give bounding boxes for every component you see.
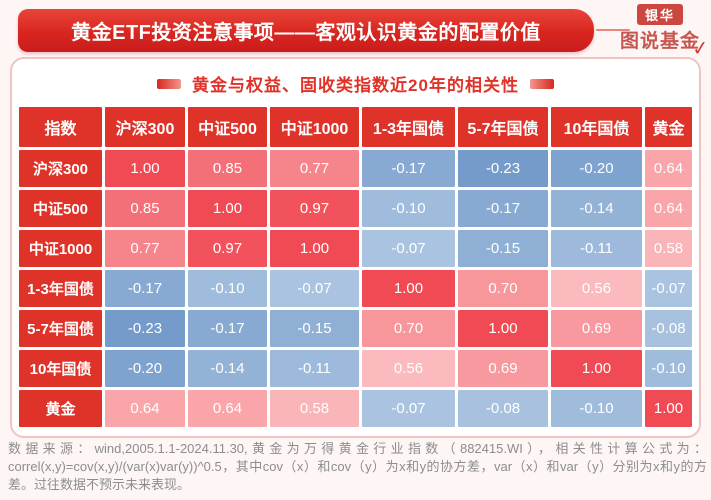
correlation-cell-r6c0: 0.64 [105, 390, 185, 427]
correlation-cell-r4c6: -0.08 [645, 310, 692, 347]
correlation-cell-r5c6: -0.10 [645, 350, 692, 387]
correlation-cell-r1c4: -0.17 [458, 190, 548, 227]
correlation-cell-r1c6: 0.64 [645, 190, 692, 227]
page-title: 黄金ETF投资注意事项——客观认识黄金的配置价值 [71, 22, 541, 44]
correlation-cell-r4c3: 0.70 [362, 310, 455, 347]
column-header-6: 黄金 [645, 107, 692, 147]
correlation-cell-r2c5: -0.11 [551, 230, 642, 267]
row-label-4: 5-7年国债 [19, 310, 102, 347]
header-banner: 黄金ETF投资注意事项——客观认识黄金的配置价值 [18, 9, 594, 52]
correlation-cell-r4c4: 1.00 [458, 310, 548, 347]
correlation-cell-r0c3: -0.17 [362, 150, 455, 187]
column-header-4: 5-7年国债 [458, 107, 548, 147]
row-label-1: 中证500 [19, 190, 102, 227]
correlation-cell-r2c0: 0.77 [105, 230, 185, 267]
correlation-cell-r4c1: -0.17 [188, 310, 267, 347]
subtitle-right-marker-icon [529, 78, 554, 89]
correlation-table: 指数 沪深300 中证500 中证1000 1-3年国债 5-7年国债 10年国债 黄金 沪深3… [19, 107, 692, 427]
correlation-cell-r2c2: 1.00 [270, 230, 359, 267]
brand-logo: 银华 图说基金 ✓ [616, 4, 711, 61]
correlation-cell-r4c5: 0.69 [551, 310, 642, 347]
table-row-0: 沪深300 1.00 0.85 0.77 -0.17 -0.23 -0.20 0.64 [19, 150, 692, 187]
row-label-5: 10年国债 [19, 350, 102, 387]
correlation-cell-r3c5: 0.56 [551, 270, 642, 307]
checkmark-icon: ✓ [691, 37, 711, 61]
correlation-cell-r3c2: -0.07 [270, 270, 359, 307]
brand-logo-series-text: 图说基金 [619, 31, 700, 52]
content-card: 黄金与权益、固收类指数近20年的相关性 指数 沪深300 中证500 中证1000 1-… [10, 57, 701, 438]
table-row-3: 1-3年国债 -0.17 -0.10 -0.07 1.00 0.70 0.56 -0.07 [19, 270, 692, 307]
correlation-cell-r0c2: 0.77 [270, 150, 359, 187]
correlation-cell-r4c2: -0.15 [270, 310, 359, 347]
brand-logo-series: 图说基金 ✓ [616, 26, 711, 61]
correlation-cell-r2c6: 0.58 [645, 230, 692, 267]
column-header-5: 10年国债 [551, 107, 642, 147]
correlation-cell-r2c4: -0.15 [458, 230, 548, 267]
correlation-cell-r6c4: -0.08 [458, 390, 548, 427]
column-header-3: 1-3年国债 [362, 107, 455, 147]
table-row-2: 中证1000 0.77 0.97 1.00 -0.07 -0.15 -0.11 0.58 [19, 230, 692, 267]
row-label-6: 黄金 [19, 390, 102, 427]
brand-logo-name: 银华 [636, 4, 683, 25]
column-header-0: 沪深300 [105, 107, 185, 147]
row-label-0: 沪深300 [19, 150, 102, 187]
row-label-2: 中证1000 [19, 230, 102, 267]
correlation-cell-r1c2: 0.97 [270, 190, 359, 227]
correlation-cell-r5c3: 0.56 [362, 350, 455, 387]
correlation-cell-r3c3: 1.00 [362, 270, 455, 307]
correlation-cell-r1c5: -0.14 [551, 190, 642, 227]
correlation-cell-r6c1: 0.64 [188, 390, 267, 427]
data-source-note: 数据来源：wind,2005.1.1-2024.11.30,黄金为万得黄金行业指… [8, 441, 707, 492]
correlation-cell-r3c0: -0.17 [105, 270, 185, 307]
row-label-3: 1-3年国债 [19, 270, 102, 307]
column-header-2: 中证1000 [270, 107, 359, 147]
correlation-cell-r1c3: -0.10 [362, 190, 455, 227]
corner-header-cell: 指数 [19, 107, 102, 147]
table-row-4: 5-7年国债 -0.23 -0.17 -0.15 0.70 1.00 0.69 -0.08 [19, 310, 692, 347]
correlation-cell-r3c4: 0.70 [458, 270, 548, 307]
correlation-cell-r6c2: 0.58 [270, 390, 359, 427]
correlation-cell-r0c1: 0.85 [188, 150, 267, 187]
correlation-cell-r1c0: 0.85 [105, 190, 185, 227]
correlation-cell-r0c5: -0.20 [551, 150, 642, 187]
table-row-6: 黄金 0.64 0.64 0.58 -0.07 -0.08 -0.10 1.00 [19, 390, 692, 427]
correlation-cell-r3c1: -0.10 [188, 270, 267, 307]
correlation-cell-r5c1: -0.14 [188, 350, 267, 387]
column-header-1: 中证500 [188, 107, 267, 147]
correlation-cell-r5c5: 1.00 [551, 350, 642, 387]
correlation-cell-r1c1: 1.00 [188, 190, 267, 227]
table-header-row: 指数 沪深300 中证500 中证1000 1-3年国债 5-7年国债 10年国债 黄金 [19, 107, 692, 147]
correlation-cell-r0c0: 1.00 [105, 150, 185, 187]
correlation-cell-r5c4: 0.69 [458, 350, 548, 387]
correlation-cell-r2c1: 0.97 [188, 230, 267, 267]
subtitle-left-marker-icon [157, 78, 182, 89]
correlation-cell-r6c3: -0.07 [362, 390, 455, 427]
correlation-cell-r0c4: -0.23 [458, 150, 548, 187]
correlation-cell-r2c3: -0.07 [362, 230, 455, 267]
correlation-cell-r5c0: -0.20 [105, 350, 185, 387]
correlation-cell-r4c0: -0.23 [105, 310, 185, 347]
correlation-cell-r5c2: -0.11 [270, 350, 359, 387]
correlation-cell-r6c6: 1.00 [645, 390, 692, 427]
correlation-cell-r6c5: -0.10 [551, 390, 642, 427]
correlation-cell-r3c6: -0.07 [645, 270, 692, 307]
subtitle-row: 黄金与权益、固收类指数近20年的相关性 [19, 71, 692, 96]
table-row-1: 中证500 0.85 1.00 0.97 -0.10 -0.17 -0.14 0.64 [19, 190, 692, 227]
correlation-cell-r0c6: 0.64 [645, 150, 692, 187]
banner-connector-line [596, 29, 630, 31]
chart-title: 黄金与权益、固收类指数近20年的相关性 [192, 76, 519, 95]
table-row-5: 10年国债 -0.20 -0.14 -0.11 0.56 0.69 1.00 -0.10 [19, 350, 692, 387]
